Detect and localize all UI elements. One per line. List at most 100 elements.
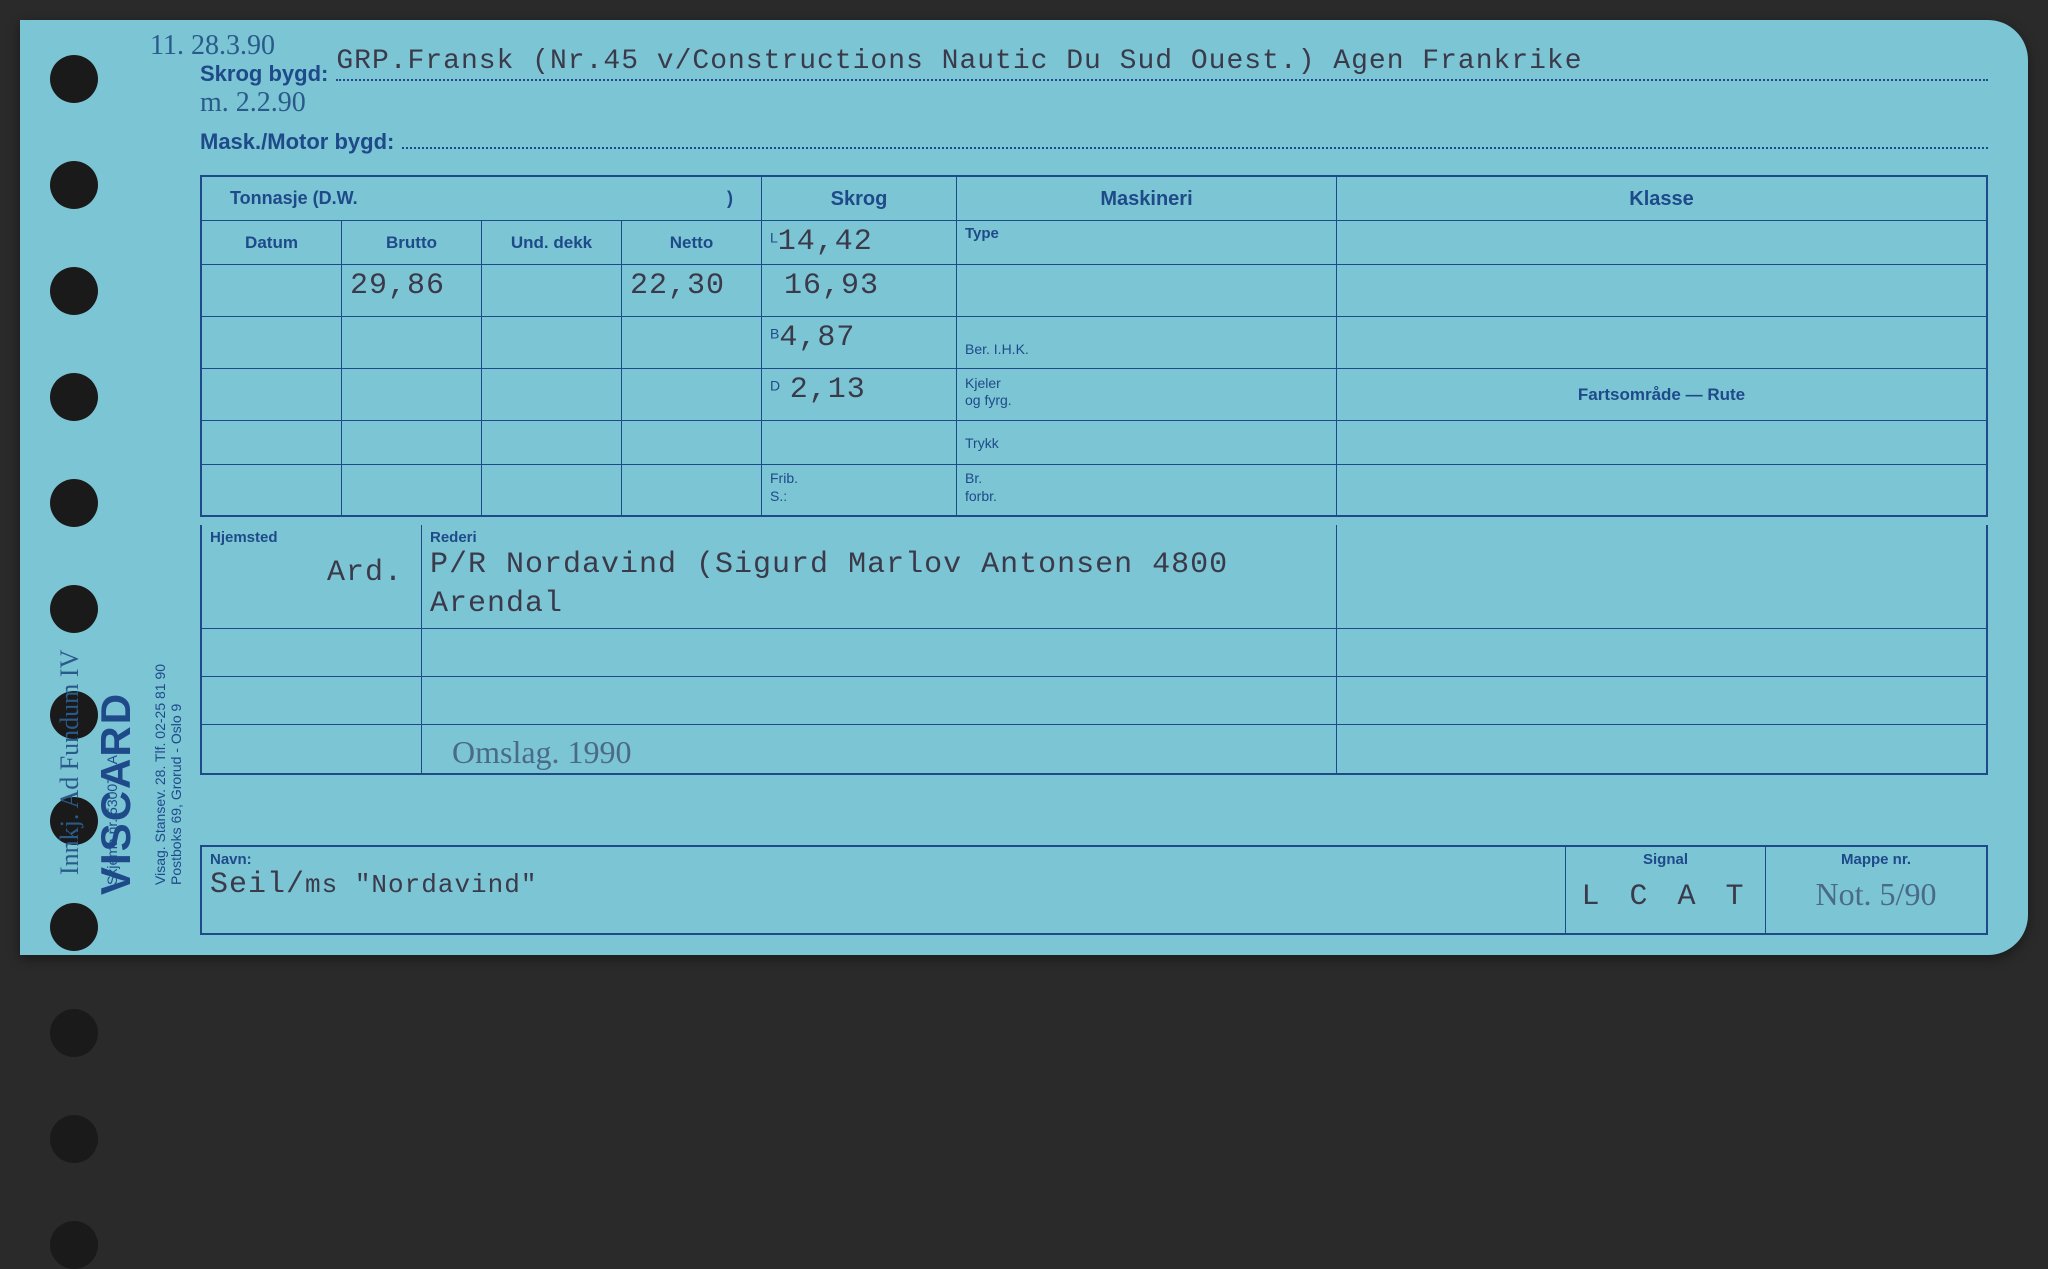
hole (50, 585, 98, 633)
navn-prefix: Seil/ (210, 868, 305, 902)
datum-cell-5 (202, 465, 342, 515)
brand-address-2: Postboks 69, Grorud - Oslo 9 (168, 704, 184, 885)
tonnasje-header: Tonnasje (D.W. ) (202, 177, 762, 220)
lower-row-2 (202, 629, 1986, 677)
data-row-5: Frib. S.: Br. forbr. (202, 465, 1986, 515)
D-value: 2,13 (790, 373, 866, 407)
datum-cell-4 (202, 421, 342, 464)
data-row-1: 29,86 22,30 16,93 (202, 265, 1986, 317)
signal-cell: Signal L C A T (1566, 847, 1766, 933)
D-cell: D 2,13 (762, 369, 957, 420)
rederi-label: Rederi (430, 529, 1328, 546)
skrog-bygd-field: GRP.Fransk (Nr.45 v/Constructions Nautic… (336, 53, 1988, 81)
data-row-4: Trykk (202, 421, 1986, 465)
lower-section: Hjemsted Ard. Rederi P/R Nordavind (Sigu… (200, 525, 1988, 775)
navn-value: ms "Nordavind" (305, 870, 537, 900)
signal-value: L C A T (1574, 880, 1757, 914)
fartsomrade-label: Fartsområde — Rute (1337, 369, 1986, 420)
lower-c6 (1337, 677, 1986, 724)
kjeler-label: Kjeler og fyrg. (957, 369, 1337, 420)
datum-cell-1 (202, 265, 342, 316)
netto-header: Netto (622, 221, 762, 264)
datum-cell-2 (202, 317, 342, 368)
hole (50, 1221, 98, 1269)
ber-ihk-label: Ber. I.H.K. (957, 317, 1337, 368)
hole (50, 1009, 98, 1057)
brutto-cell-5 (342, 465, 482, 515)
B-cell: B4,87 (762, 317, 957, 368)
navn-label: Navn: (210, 851, 1557, 868)
skrog-header: Skrog (762, 177, 957, 220)
brutto-cell-3 (342, 369, 482, 420)
klasse-cell-2 (1337, 265, 1986, 316)
klasse-cell-5 (1337, 465, 1986, 515)
hjemsted-value: Ard. (210, 556, 413, 590)
und-cell-2 (482, 317, 622, 368)
navn-cell: Navn: Seil/ ms "Nordavind" (202, 847, 1566, 933)
mappe-label: Mappe nr. (1774, 851, 1978, 868)
lower-c2 (422, 629, 1337, 676)
hole (50, 373, 98, 421)
tonnasje-label: Tonnasje (D.W. (230, 188, 358, 209)
brand-address-1: Visag. Stansev. 28. Tlf. 02-25 81 90 (152, 664, 168, 885)
mask-bygd-row: Mask./Motor bygd: (200, 121, 1988, 155)
mask-bygd-field (402, 121, 1988, 149)
skrog-bygd-row: Skrog bygd: GRP.Fransk (Nr.45 v/Construc… (200, 53, 1988, 87)
lower-row-4: Omslag. 1990 (202, 725, 1986, 773)
L2-cell: 16,93 (762, 265, 957, 316)
L2-value: 16,93 (784, 269, 879, 303)
L-cell: L14,42 (762, 221, 957, 264)
klasse-cell-4 (1337, 421, 1986, 464)
mappe-cell: Mappe nr. Not. 5/90 (1766, 847, 1986, 933)
type-label: Type (957, 221, 1337, 264)
brutto-header: Brutto (342, 221, 482, 264)
hjemsted-rederi-row: Hjemsted Ard. Rederi P/R Nordavind (Sigu… (202, 525, 1986, 629)
brutto-cell-2 (342, 317, 482, 368)
card-content: 11. 28.3.90 Skrog bygd: GRP.Fransk (Nr.4… (200, 35, 1988, 935)
und-cell-5 (482, 465, 622, 515)
br-forbr-label: Br. forbr. (957, 465, 1337, 515)
footer-row: Navn: Seil/ ms "Nordavind" Signal L C A … (200, 845, 1988, 935)
skrog-cell-4 (762, 421, 957, 464)
m-date-handwritten: m. 2.2.90 (200, 87, 306, 119)
hole (50, 479, 98, 527)
grid-header-row-1: Tonnasje (D.W. ) Skrog Maskineri Klasse (202, 177, 1986, 221)
klasse-header: Klasse (1337, 177, 1986, 220)
und-dekk-header: Und. dekk (482, 221, 622, 264)
signal-label: Signal (1574, 851, 1757, 868)
netto-cell: 22,30 (622, 265, 762, 316)
lower-c7 (202, 725, 422, 773)
skrog-bygd-value: GRP.Fransk (Nr.45 v/Constructions Nautic… (336, 46, 1582, 77)
netto-cell-4 (622, 421, 762, 464)
main-grid: Tonnasje (D.W. ) Skrog Maskineri Klasse … (200, 175, 1988, 517)
data-row-2: B4,87 Ber. I.H.K. (202, 317, 1986, 369)
omslag-handwritten: Omslag. 1990 (452, 734, 632, 771)
datum-cell-3 (202, 369, 342, 420)
side-handwritten-note: Innkj. Ad Fundum IV (55, 650, 85, 875)
netto-cell-2 (622, 317, 762, 368)
hjemsted-label: Hjemsted (210, 529, 413, 546)
lower-c9 (1337, 725, 1986, 773)
hole (50, 1115, 98, 1163)
skrog-bygd-label: Skrog bygd: (200, 61, 328, 87)
netto-cell-5 (622, 465, 762, 515)
hole (50, 55, 98, 103)
und-cell-1 (482, 265, 622, 316)
hole (50, 161, 98, 209)
top-date-handwritten: 11. 28.3.90 (150, 30, 275, 62)
mask-cell-1 (957, 265, 1337, 316)
rederi-cell: Rederi P/R Nordavind (Sigurd Marlov Anto… (422, 525, 1337, 628)
grid-header-row-2: Datum Brutto Und. dekk Netto L14,42 Type (202, 221, 1986, 265)
hole (50, 267, 98, 315)
klasse-cell-3 (1337, 317, 1986, 368)
und-cell-4 (482, 421, 622, 464)
lower-c5 (422, 677, 1337, 724)
brutto-cell-4 (342, 421, 482, 464)
B-value: 4,87 (779, 321, 855, 355)
lower-c3 (1337, 629, 1986, 676)
trykk-label: Trykk (957, 421, 1337, 464)
L-value: 14,42 (778, 225, 873, 259)
hjemsted-cell: Hjemsted Ard. (202, 525, 422, 628)
lower-c8: Omslag. 1990 (422, 725, 1337, 773)
lower-c4 (202, 677, 422, 724)
